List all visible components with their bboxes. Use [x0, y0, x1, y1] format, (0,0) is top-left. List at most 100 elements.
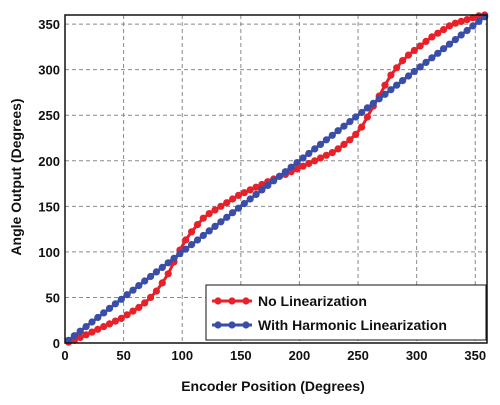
data-point [270, 177, 278, 185]
data-point [234, 204, 243, 212]
data-point [147, 293, 155, 301]
data-point [434, 49, 442, 57]
data-point [346, 118, 354, 126]
data-point [234, 191, 243, 199]
data-point [434, 29, 442, 37]
data-point [117, 295, 125, 303]
data-point [346, 136, 354, 144]
legend-marker [214, 321, 222, 329]
data-point [393, 81, 401, 89]
data-point [322, 151, 330, 159]
data-point [281, 168, 289, 176]
x-tick-label: 50 [116, 348, 130, 363]
data-point [293, 165, 301, 173]
y-tick-label: 350 [38, 17, 60, 32]
x-tick-label: 0 [61, 348, 68, 363]
data-point [305, 149, 313, 158]
data-point [340, 140, 348, 148]
x-tick-label: 150 [230, 348, 252, 363]
legend-label: No Linearization [258, 293, 367, 309]
data-point [352, 130, 360, 138]
legend-marker [228, 297, 236, 305]
data-point [88, 328, 96, 336]
legend-entry: No Linearization [212, 293, 367, 309]
data-point [129, 286, 137, 294]
data-point [252, 190, 260, 199]
data-point [328, 149, 336, 157]
data-point [182, 236, 190, 244]
data-point [440, 26, 448, 34]
data-point [416, 42, 424, 50]
data-point [404, 72, 413, 80]
data-point [123, 291, 131, 299]
data-point [170, 254, 178, 262]
data-point [129, 307, 137, 315]
data-point [316, 154, 325, 162]
data-point [463, 16, 471, 24]
data-point [188, 228, 196, 236]
data-point [193, 221, 202, 229]
data-point [64, 336, 73, 344]
y-axis-label: Angle Output (Degrees) [8, 98, 24, 255]
data-point [123, 311, 131, 319]
data-point [311, 157, 319, 165]
y-tick-label: 0 [53, 336, 60, 351]
data-point [240, 200, 248, 208]
data-point [369, 99, 377, 107]
legend-marker [228, 321, 236, 329]
data-point [94, 325, 102, 333]
legend: No Linearization With Harmonic Linearizat… [205, 284, 487, 341]
y-tick-label: 150 [38, 199, 60, 214]
series-2 [64, 13, 489, 344]
data-point [451, 19, 459, 27]
data-point [352, 113, 360, 121]
legend-entry: With Harmonic Linearization [212, 317, 447, 333]
y-tick-label: 200 [38, 154, 60, 169]
data-point [363, 113, 371, 121]
data-point [100, 323, 108, 331]
data-point [381, 90, 389, 98]
data-point [399, 57, 407, 65]
data-point [100, 309, 108, 317]
data-point [404, 51, 413, 59]
legend-box [205, 284, 487, 341]
data-point [358, 123, 366, 131]
data-point [422, 37, 430, 46]
data-point [475, 17, 483, 25]
data-point [387, 71, 395, 79]
data-point [229, 195, 237, 203]
data-point [428, 54, 436, 62]
data-point [264, 181, 272, 189]
data-point [240, 189, 248, 197]
data-point [82, 331, 90, 339]
data-point [158, 263, 166, 271]
plot-frame [64, 14, 488, 344]
data-point [316, 140, 325, 148]
data-point [451, 36, 459, 44]
x-tick-label: 300 [406, 348, 428, 363]
data-point [305, 159, 313, 168]
data-point [111, 317, 119, 325]
data-point [340, 122, 348, 130]
data-point [287, 163, 295, 171]
series-layer [64, 11, 489, 346]
data-point [275, 172, 284, 180]
data-point [152, 268, 160, 276]
y-tick-label: 250 [38, 108, 60, 123]
data-point [440, 45, 448, 53]
data-point [105, 304, 114, 312]
legend-marker [214, 297, 222, 305]
data-point [469, 14, 477, 22]
data-point [322, 136, 330, 144]
x-axis-label: Encoder Position (Degrees) [181, 378, 365, 394]
data-point [252, 183, 260, 191]
data-point [193, 236, 202, 244]
data-point [70, 332, 78, 340]
data-point [293, 159, 301, 167]
tick-labels: 0 50 100 150 200 250 300 350 0 50 100 150 200 250 300 3… [38, 17, 486, 363]
data-point [399, 77, 407, 85]
data-point [475, 12, 483, 20]
data-point [205, 210, 213, 218]
data-point [205, 227, 213, 235]
data-point [76, 333, 84, 342]
